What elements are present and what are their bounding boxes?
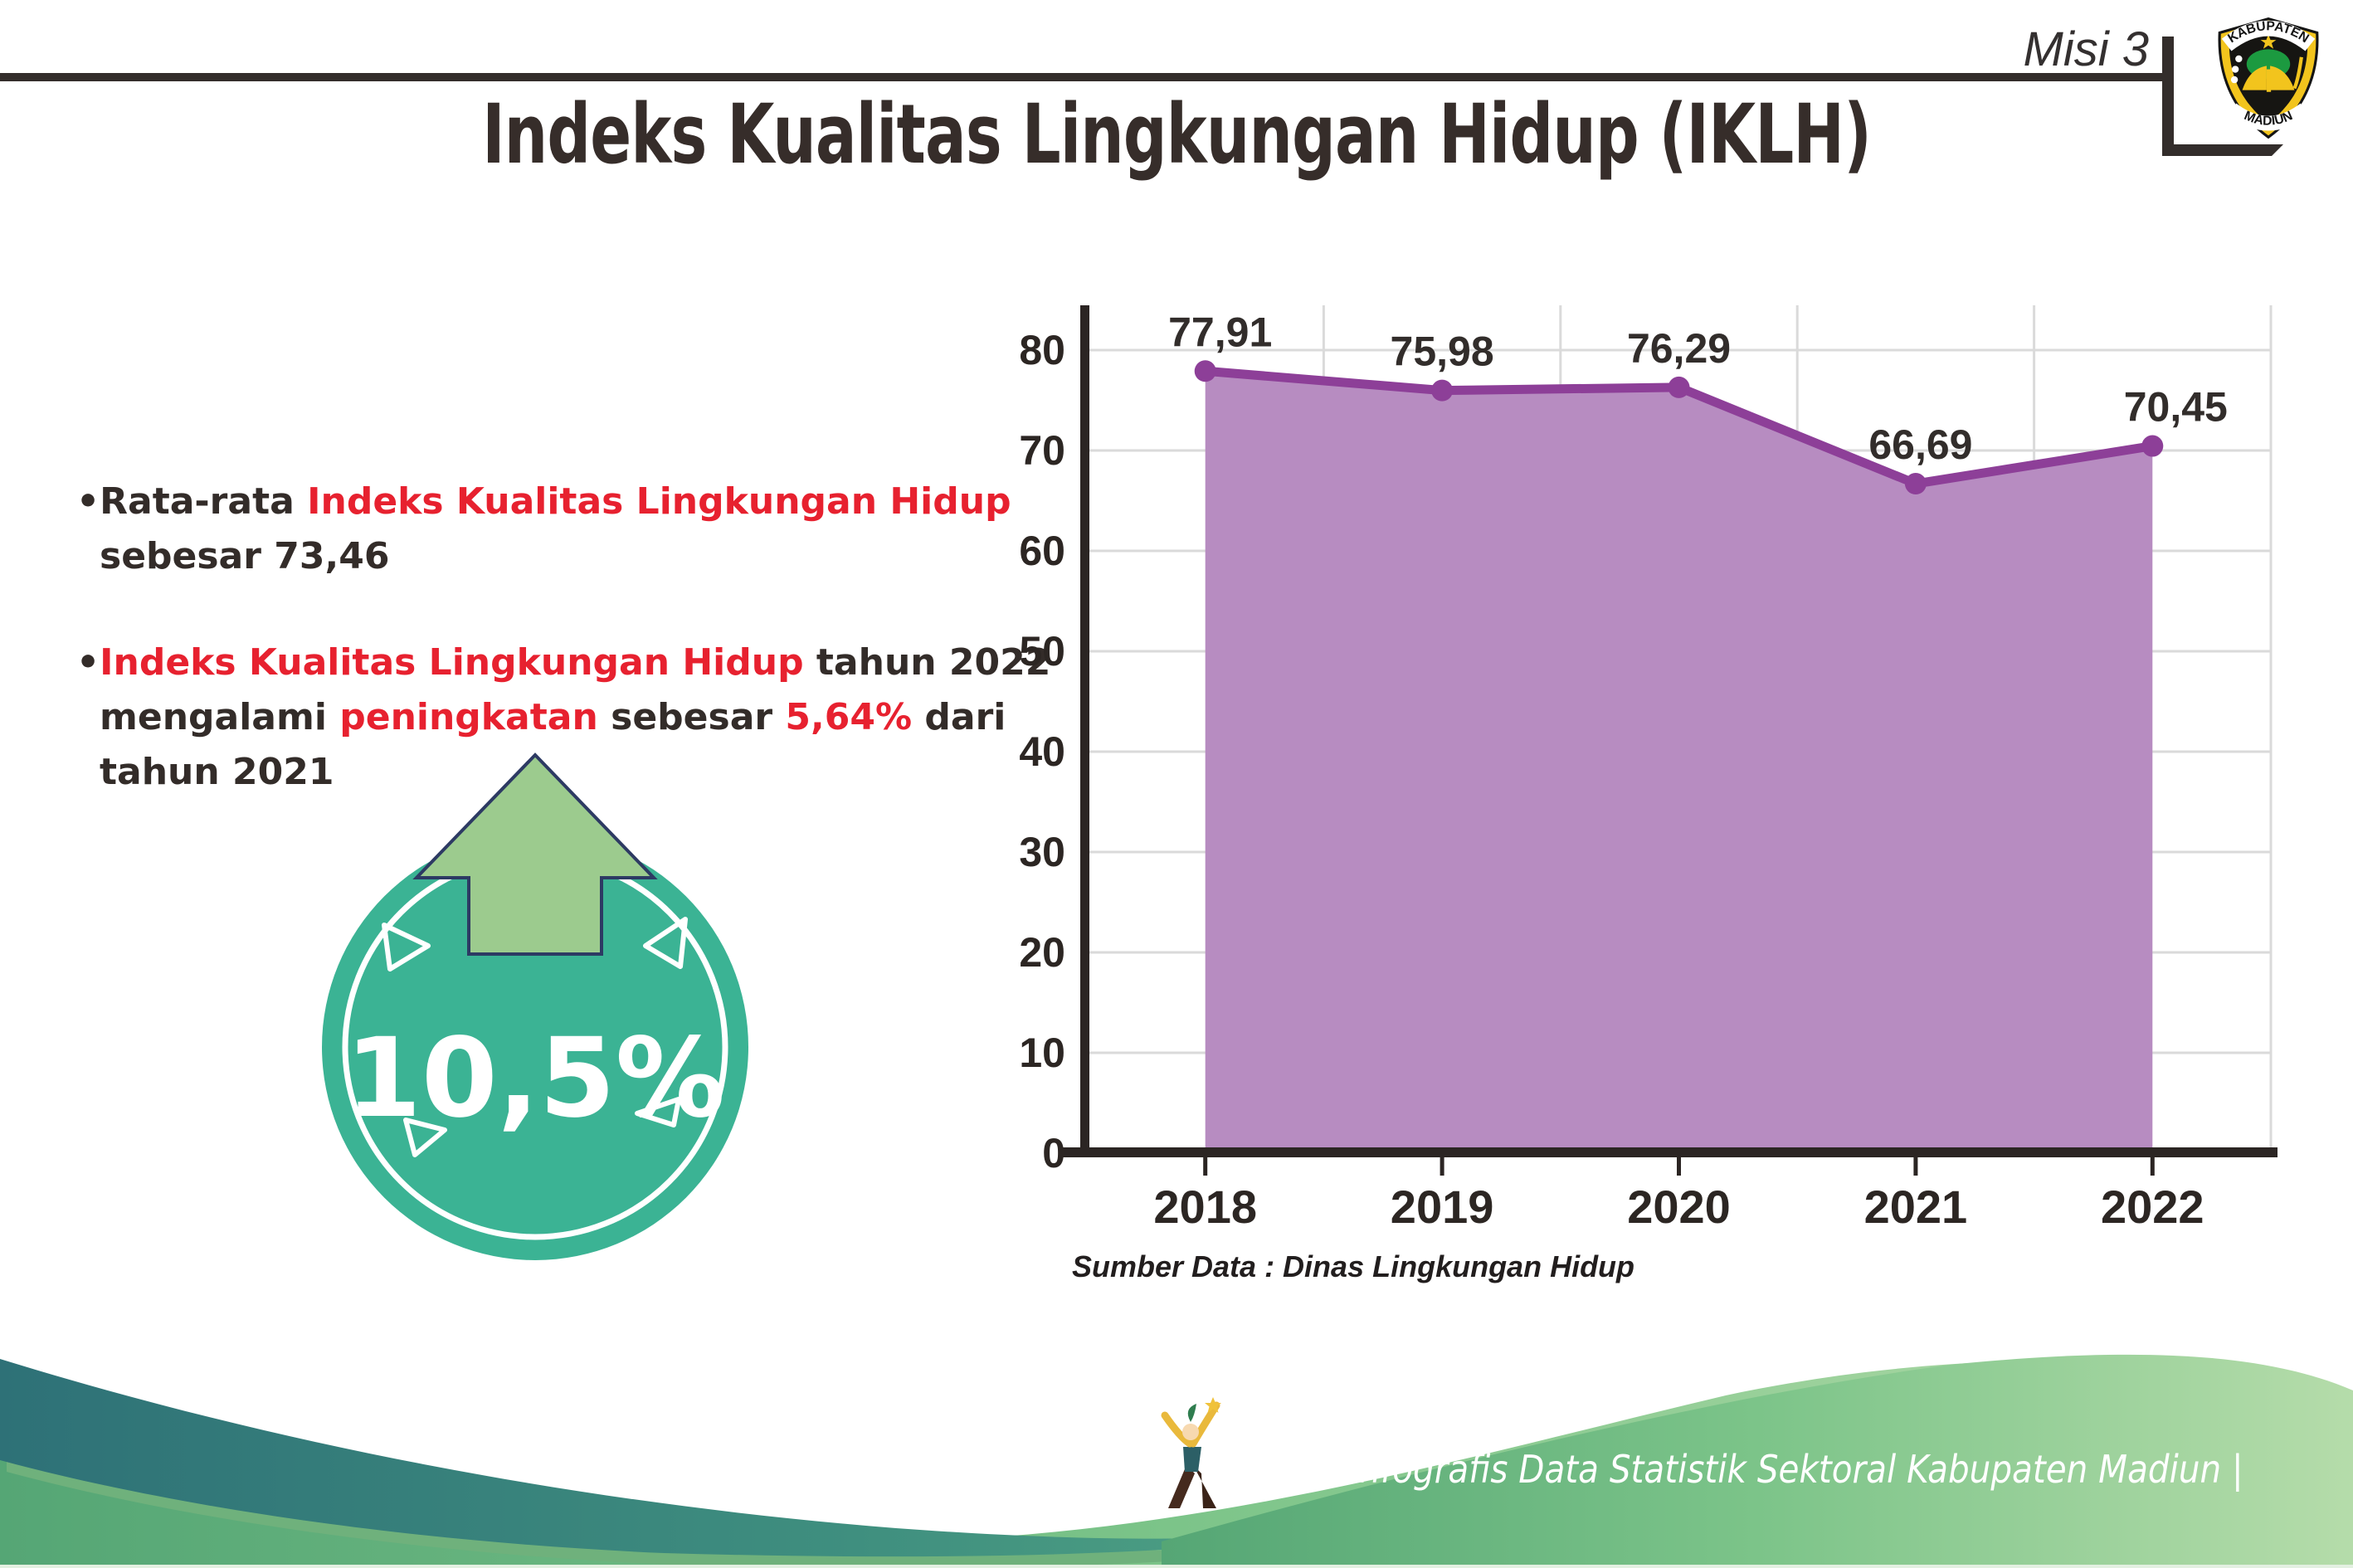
insight-increase-text: dari	[912, 696, 1006, 738]
y-tick-label: 0	[1042, 1130, 1065, 1176]
logo-ribbon-top	[2221, 20, 2316, 51]
data-point-2021	[1904, 473, 1927, 495]
footer-bottom-strip	[0, 1565, 2353, 1568]
logo-ribbon-bottom	[2227, 103, 2310, 131]
x-tick-label: 2021	[1864, 1181, 1968, 1233]
value-label: 66,69	[1868, 421, 1972, 468]
x-tick-label: 2019	[1391, 1181, 1494, 1233]
data-point-2020	[1668, 376, 1690, 398]
kabupaten-madiun-logo: KABUPATEN MADIUN	[2218, 17, 2319, 139]
value-label: 70,45	[2124, 384, 2228, 431]
logo-wing-right	[2270, 66, 2295, 90]
logo-cotton	[2230, 75, 2239, 84]
footer-caption: Media Infografis Data Statistik Sektoral…	[1238, 1447, 2243, 1492]
y-axis-line	[1080, 305, 1089, 1157]
mascot-arm-right	[1189, 1401, 1220, 1448]
badge-spark-triangle	[635, 1097, 681, 1127]
logo-rice	[2292, 56, 2303, 90]
mascot-figure	[1146, 1372, 1235, 1512]
y-tick-label: 10	[1019, 1030, 1065, 1076]
badge-percentage: 10,5%	[345, 1015, 725, 1142]
x-tick	[1203, 1157, 1208, 1176]
y-tick-label: 50	[1019, 628, 1065, 674]
badge-spark-triangle	[382, 923, 431, 971]
insight-increase-text: tahun 2022	[803, 641, 1051, 684]
insight-increase-text: sebesar	[597, 696, 786, 738]
x-tick-label: 2018	[1153, 1181, 1257, 1233]
y-tick-label: 40	[1019, 728, 1065, 775]
y-tick-label: 70	[1019, 427, 1065, 474]
insight-average: •Rata-rata Indeks Kualitas Lingkungan Hi…	[76, 475, 1011, 584]
mission-label: Misi 3	[2023, 22, 2149, 76]
value-label: 77,91	[1168, 309, 1272, 355]
logo-wing-left	[2242, 66, 2267, 90]
logo-trunk	[2266, 69, 2272, 92]
insight-average-text: Rata-rata	[100, 480, 308, 523]
logo-cotton	[2235, 55, 2243, 63]
mascot-leaf-hat	[1187, 1404, 1196, 1422]
up-arrow-icon	[412, 752, 658, 956]
footer-teal-wave	[0, 1359, 1427, 1557]
x-tick	[2150, 1157, 2155, 1176]
y-tick-label: 30	[1019, 829, 1065, 875]
y-tick-label: 60	[1019, 528, 1065, 574]
x-tick-label: 2020	[1627, 1181, 1731, 1233]
insight-increase-keyword: peningkatan	[339, 696, 598, 738]
iklh-area-chart: 0 10 20 30 40 50 60 70 80 2018 2019 2020 2021 2022 77,…	[1019, 305, 2277, 1233]
x-tick-label: 2022	[2101, 1181, 2204, 1233]
footer-green-crest	[1162, 1354, 2353, 1568]
insight-increase-percent: 5,64%	[785, 696, 913, 738]
y-tick-label: 20	[1019, 929, 1065, 976]
insight-increase-text: mengalami	[100, 696, 340, 738]
mascot-arm-left	[1161, 1411, 1194, 1448]
insight-average-value: sebesar 73,46	[100, 535, 390, 577]
x-tick	[1440, 1157, 1444, 1176]
data-source-note: Sumber Data : Dinas Lingkungan Hidup	[1072, 1249, 1635, 1283]
badge-spark-triangle	[403, 1118, 447, 1157]
x-tick	[1913, 1157, 1918, 1176]
bullet-dot: •	[76, 641, 100, 684]
logo-cotton	[2231, 66, 2239, 73]
x-axis-line	[1063, 1147, 2277, 1157]
logo-star	[2260, 34, 2277, 49]
mascot-leg-right	[1193, 1465, 1216, 1508]
y-tick-label: 80	[1019, 327, 1065, 373]
footer-wave	[0, 1354, 2353, 1568]
x-tick	[1677, 1157, 1681, 1176]
mascot-head	[1182, 1424, 1199, 1440]
mascot-star	[1205, 1397, 1221, 1413]
value-label: 75,98	[1391, 329, 1494, 375]
insight-increase: •Indeks Kualitas Lingkungan Hidup tahun …	[76, 635, 1050, 800]
bullet-dot: •	[76, 480, 100, 523]
logo-text-bottom: MADIUN	[2242, 109, 2295, 129]
badge-spark-triangle	[643, 917, 688, 969]
insight-increase-year: tahun 2021	[100, 751, 334, 793]
area-fill	[1205, 371, 2153, 1153]
page-title: Indeks Kualitas Lingkungan Hidup (IKLH)	[482, 86, 1872, 183]
data-point-2019	[1431, 379, 1454, 402]
insight-increase-highlight: Indeks Kualitas Lingkungan Hidup	[100, 641, 804, 684]
value-label: 76,29	[1627, 325, 1731, 372]
header-divider	[0, 73, 2167, 81]
mascot-body	[1183, 1447, 1201, 1472]
badge-circle	[322, 834, 748, 1260]
data-point-2022	[2141, 435, 2164, 457]
insight-average-highlight: Indeks Kualitas Lingkungan Hidup	[307, 480, 1011, 523]
data-point-2018	[1194, 360, 1216, 382]
mascot-leg-left	[1168, 1465, 1195, 1508]
increase-badge: 10,5%	[322, 752, 748, 1260]
